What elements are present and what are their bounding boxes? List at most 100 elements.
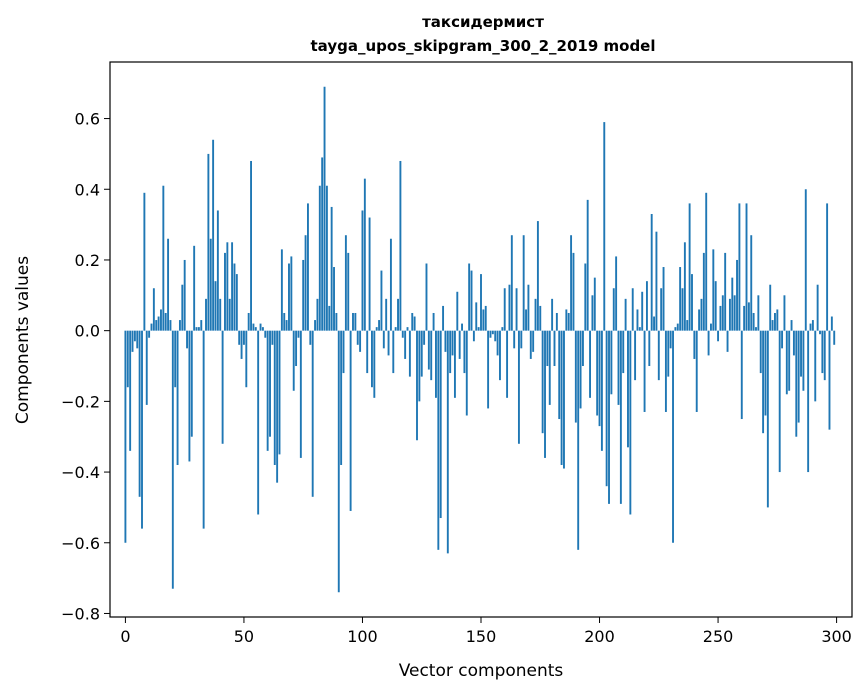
- bar-281: [790, 320, 793, 331]
- bar-147: [472, 330, 475, 342]
- bar-40: [219, 298, 222, 331]
- bar-269: [762, 330, 765, 434]
- bar-270: [764, 330, 767, 416]
- bar-67: [283, 312, 286, 331]
- bar-73: [297, 330, 300, 338]
- bar-154: [489, 330, 492, 338]
- bar-111: [387, 330, 390, 356]
- bar-144: [465, 330, 468, 416]
- bar-152: [484, 305, 487, 331]
- x-tick-label: 300: [821, 627, 852, 646]
- x-tick-label: 100: [347, 627, 378, 646]
- axes-frame: [109, 61, 853, 618]
- bar-242: [698, 309, 701, 331]
- bar-168: [522, 235, 525, 331]
- bar-176: [541, 330, 544, 434]
- bar-45: [231, 242, 234, 331]
- bar-20: [171, 330, 174, 589]
- bar-203: [605, 330, 608, 487]
- bar-251: [719, 305, 722, 331]
- bar-221: [648, 330, 651, 367]
- bar-124: [418, 330, 421, 402]
- bar-278: [783, 295, 786, 331]
- bar-283: [795, 330, 798, 437]
- bar-59: [264, 330, 267, 338]
- bar-296: [826, 203, 829, 331]
- bar-290: [811, 320, 814, 331]
- bar-39: [216, 210, 219, 331]
- bar-28: [190, 330, 193, 437]
- plot-frame: [109, 61, 853, 618]
- bar-106: [375, 327, 378, 331]
- bar-47: [235, 274, 238, 331]
- y-axis-label: Components values: [13, 256, 33, 424]
- bar-77: [307, 203, 309, 331]
- bar-8: [143, 192, 146, 331]
- bar-156: [494, 330, 497, 342]
- bar-110: [385, 298, 388, 331]
- bar-49: [240, 330, 243, 359]
- bar-285: [800, 330, 802, 377]
- bar-93: [344, 235, 347, 331]
- bar-54: [252, 323, 255, 331]
- bar-286: [802, 330, 805, 391]
- bar-104: [371, 330, 373, 388]
- bar-194: [584, 263, 587, 331]
- bar-78: [309, 330, 312, 345]
- bar-16: [162, 185, 165, 331]
- bar-265: [752, 312, 755, 331]
- bar-5: [136, 330, 139, 349]
- bar-289: [809, 323, 812, 331]
- bar-56: [257, 330, 260, 515]
- bar-241: [695, 330, 698, 412]
- bar-55: [254, 327, 257, 331]
- bar-139: [453, 330, 456, 398]
- bar-177: [544, 330, 546, 458]
- bar-298: [830, 316, 833, 331]
- bar-157: [496, 330, 499, 356]
- bar-65: [278, 330, 281, 455]
- bar-113: [392, 330, 395, 374]
- bar-99: [359, 330, 362, 352]
- x-tick-label: 250: [703, 627, 734, 646]
- bar-178: [546, 330, 549, 367]
- bar-133: [439, 330, 442, 519]
- bar-18: [167, 238, 170, 331]
- bar-201: [600, 330, 603, 451]
- bar-259: [738, 203, 741, 331]
- bar-12: [152, 288, 155, 331]
- bar-231: [672, 330, 674, 543]
- bar-233: [676, 323, 679, 331]
- bar-3: [131, 330, 134, 352]
- bar-280: [788, 330, 791, 391]
- bar-143: [463, 330, 466, 374]
- bar-26: [186, 330, 188, 349]
- bar-293: [819, 330, 821, 335]
- bar-90: [337, 330, 340, 593]
- bar-140: [456, 291, 459, 331]
- bar-146: [470, 270, 473, 331]
- bar-96: [352, 312, 354, 331]
- bar-257: [733, 295, 736, 331]
- bar-234: [679, 267, 682, 331]
- bar-224: [655, 231, 658, 331]
- bar-115: [397, 298, 399, 331]
- bar-249: [714, 281, 717, 331]
- bar-142: [461, 323, 463, 331]
- bar-277: [781, 330, 784, 349]
- bar-17: [164, 312, 167, 331]
- bar-7: [141, 330, 143, 529]
- bar-189: [572, 252, 575, 331]
- bar-271: [766, 330, 769, 508]
- bar-238: [688, 203, 691, 331]
- bar-287: [804, 189, 807, 331]
- bar-202: [603, 122, 606, 331]
- bar-86: [328, 305, 331, 331]
- bar-95: [349, 330, 352, 511]
- x-tick-label: 200: [584, 627, 615, 646]
- bar-199: [596, 330, 599, 416]
- bar-254: [726, 330, 729, 352]
- bar-128: [427, 330, 430, 370]
- bar-158: [499, 330, 501, 381]
- bar-76: [304, 235, 307, 331]
